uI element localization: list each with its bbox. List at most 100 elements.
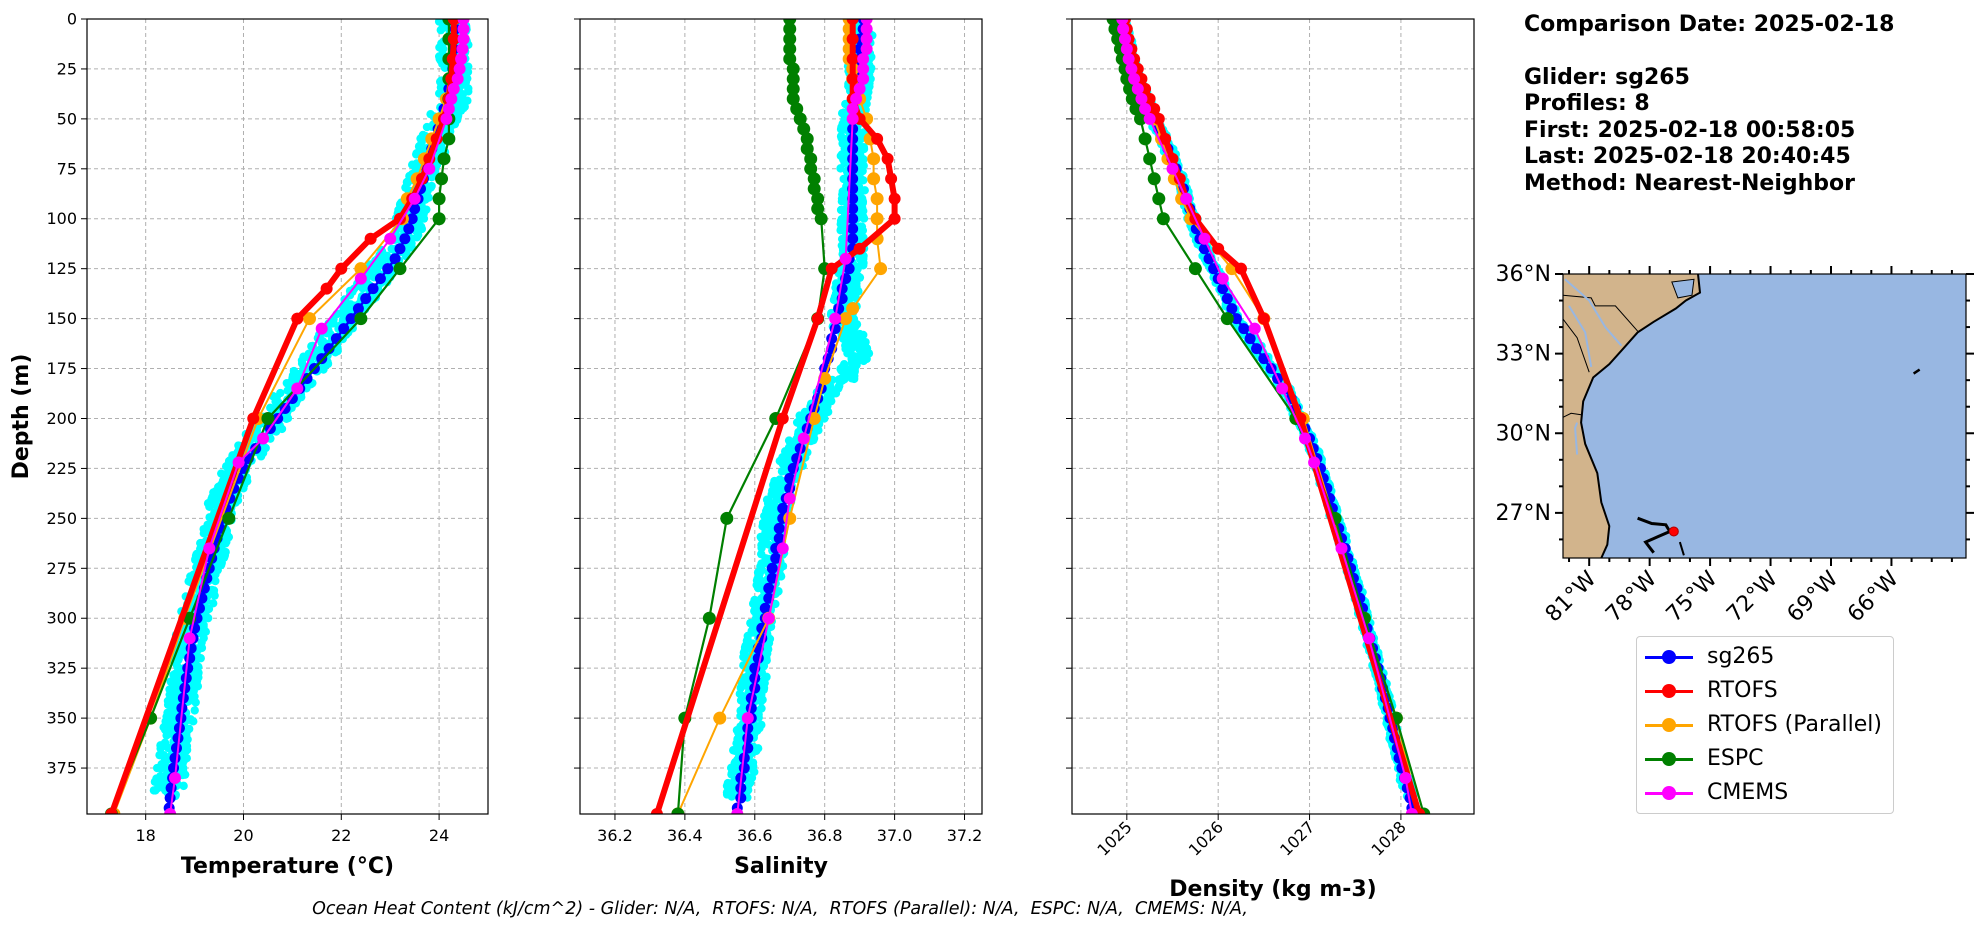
series-point-rtofs-parallel xyxy=(839,312,853,326)
series-point-cmems xyxy=(1335,542,1348,555)
glider-scatter-point xyxy=(836,205,846,215)
state-border xyxy=(1563,412,1582,418)
glider-scatter-point xyxy=(829,295,839,305)
series-point-sg265 xyxy=(301,373,313,385)
density-panel: 1025 1026 1027 1028 Density (kg m-3) xyxy=(1066,18,1475,902)
series-point-rtofs xyxy=(846,72,859,85)
series-point-cmems xyxy=(451,72,464,85)
series-point-espc xyxy=(432,192,446,206)
series-point-cmems xyxy=(762,612,775,625)
series-point-sg265 xyxy=(763,582,775,594)
series-point-sg265 xyxy=(770,552,782,564)
series-point-espc xyxy=(437,152,451,166)
series-point-sg265 xyxy=(847,193,859,205)
glider-scatter-point xyxy=(856,166,866,175)
glider-scatter-point xyxy=(859,214,869,223)
series-point-cmems xyxy=(203,542,216,555)
y-tick-label: 0 xyxy=(67,10,77,29)
glider-scatter-point xyxy=(189,717,198,726)
series-point-rtofs-parallel xyxy=(354,262,368,276)
series-point-rtofs-parallel xyxy=(870,192,884,206)
series-point-cmems xyxy=(857,62,870,75)
river xyxy=(1568,305,1593,368)
series-point-cmems xyxy=(354,272,367,285)
series-point-espc xyxy=(442,132,456,146)
map-lat-label: 30°N xyxy=(1496,421,1551,446)
series-point-rtofs xyxy=(320,282,333,295)
series-point-espc xyxy=(354,312,368,326)
temperature-panel: 18 20 22 24 0 25 50 75 100 125 150 175 200 225 250 275 3… xyxy=(9,10,489,879)
glider-scatter-point xyxy=(759,661,769,671)
series-point-cmems xyxy=(1139,102,1152,115)
glider-scatter-point xyxy=(211,576,220,586)
legend-label-rtofs: RTOFS xyxy=(1707,678,1778,703)
glider-scatter-point xyxy=(150,777,160,786)
plot-area xyxy=(104,19,473,814)
method-text: Method: Nearest-Neighbor xyxy=(1524,170,1855,196)
series-point-espc xyxy=(720,511,734,525)
series-point-sg265 xyxy=(374,273,386,285)
series-point-sg265 xyxy=(773,532,785,544)
map-lon-label: 75°W xyxy=(1662,566,1723,627)
x-tick-label: 20 xyxy=(233,826,253,845)
land-area xyxy=(1563,274,1700,558)
series-point-rtofs xyxy=(1257,312,1270,325)
glider-scatter-point xyxy=(836,226,845,235)
series-point-sg265 xyxy=(403,223,415,235)
series-point-cmems xyxy=(860,32,873,45)
axes-frame xyxy=(579,18,983,815)
glider-scatter-point xyxy=(839,334,848,344)
series-point-rtofs xyxy=(811,312,824,325)
series-point-espc xyxy=(1156,212,1170,226)
glider-scatter-point xyxy=(424,193,433,202)
glider-scatter-point xyxy=(427,172,436,182)
series-point-sg265 xyxy=(164,792,176,804)
glider-scatter-point xyxy=(756,697,766,706)
series-point-cmems xyxy=(169,772,182,785)
glider-scatter-point xyxy=(156,764,166,773)
series-point-cmems xyxy=(846,112,859,125)
plot-area xyxy=(1106,19,1431,814)
series-point-cmems xyxy=(857,72,870,85)
series-point-espc xyxy=(786,62,800,76)
eleuthera-island xyxy=(1678,541,1685,556)
series-point-espc xyxy=(783,52,797,66)
series-point-espc xyxy=(786,92,800,106)
glider-scatter-point xyxy=(196,654,205,663)
series-point-sg265 xyxy=(170,742,182,754)
series-point-rtofs xyxy=(885,172,898,185)
series-point-rtofs xyxy=(1159,132,1172,145)
series-point-sg265 xyxy=(1251,343,1263,355)
series-point-espc xyxy=(393,262,407,276)
series-point-cmems xyxy=(731,808,744,814)
series-point-cmems xyxy=(1166,162,1179,175)
legend: sg265 RTOFS RTOFS (Parallel) ESPC CMEMS xyxy=(1636,636,1894,814)
comparison-date-text: Comparison Date: 2025-02-18 xyxy=(1524,12,1895,37)
series-point-sg265 xyxy=(409,203,421,215)
glider-position-marker xyxy=(1668,526,1679,537)
glider-scatter-point xyxy=(729,746,738,755)
series-point-cmems xyxy=(1308,456,1321,469)
glider-scatter-point xyxy=(205,502,214,511)
series-point-cmems xyxy=(1198,232,1211,245)
y-tick-label: 175 xyxy=(46,359,77,378)
series-point-sg265 xyxy=(389,253,401,265)
series-point-cmems xyxy=(1180,192,1193,205)
y-tick-label: 150 xyxy=(46,309,77,328)
x-tick-label: 37.0 xyxy=(877,826,913,845)
glider-scatter-point xyxy=(336,309,345,318)
series-point-espc xyxy=(800,132,814,146)
y-tick-label: 225 xyxy=(46,459,77,478)
series-point-espc xyxy=(783,42,797,56)
info-block: Comparison Date: 2025-02-18 Glider: sg26… xyxy=(1524,12,1894,197)
series-point-rtofs xyxy=(846,19,859,25)
x-tick-label: 1027 xyxy=(1276,817,1318,859)
plot-area xyxy=(650,19,901,814)
series-point-sg265 xyxy=(345,313,357,325)
y-tick-label: 275 xyxy=(46,559,77,578)
glider-scatter-point xyxy=(182,754,191,763)
glider-scatter-point xyxy=(722,790,732,799)
glider-scatter-point xyxy=(859,356,868,366)
glider-scatter-point xyxy=(190,706,199,715)
